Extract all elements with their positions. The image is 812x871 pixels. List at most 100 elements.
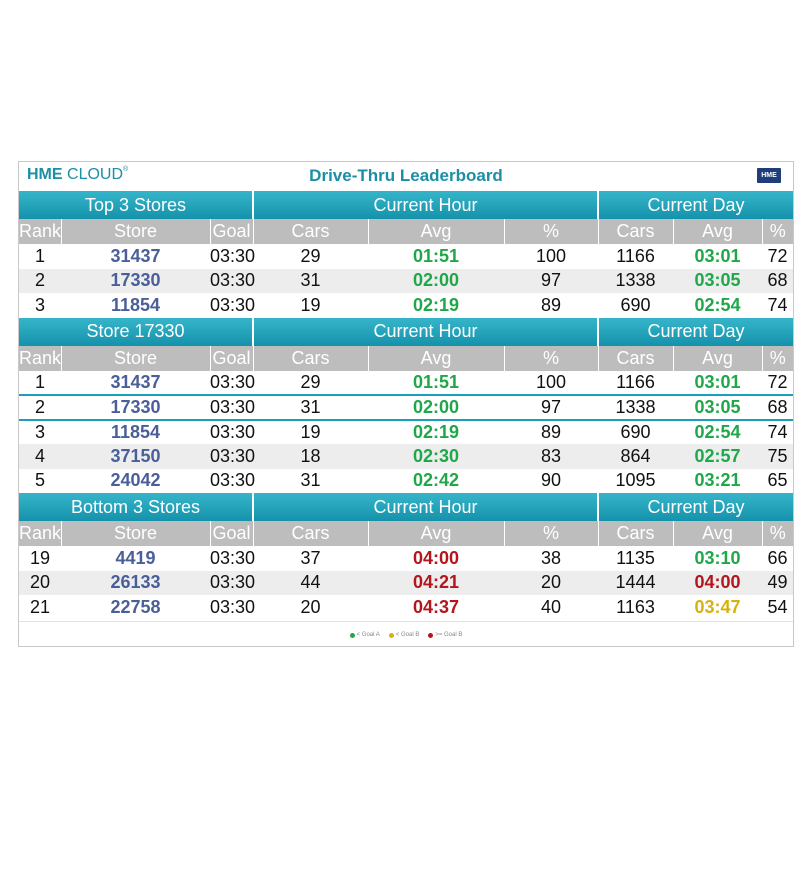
- rank-cell: 3: [34, 421, 45, 442]
- hme-cloud-logo: HME CLOUD®: [27, 166, 129, 183]
- day-cars-cell: 1338: [598, 268, 674, 293]
- current-hour-heading: Current Hour: [252, 191, 599, 219]
- legend-label: < Goal B: [395, 632, 420, 638]
- section-header-row: Bottom 3 Stores Current Hour Current Day: [19, 493, 794, 521]
- day-cars-cell: 864: [598, 444, 674, 469]
- day-avg-cell: 02:54: [694, 294, 741, 315]
- day-avg-cell: 03:10: [694, 547, 741, 568]
- hour-avg-cell: 02:19: [412, 421, 460, 442]
- hour-avg-cell: 02:42: [412, 470, 460, 491]
- goal-cell: 03:30: [210, 268, 255, 293]
- day-cars-cell: 1166: [616, 371, 655, 392]
- column-header-row: Rank Store Goal Cars Avg% Cars Avg%: [19, 345, 794, 371]
- day-pct-cell: 72: [767, 245, 788, 266]
- store-cell: 22758: [110, 596, 161, 617]
- rank-cell: 5: [34, 470, 45, 491]
- column-header: Rank: [19, 521, 61, 546]
- hour-avg-cell: 02:00: [368, 268, 505, 293]
- column-header: Cars: [252, 219, 369, 244]
- hour-avg-cell: 02:30: [368, 444, 505, 469]
- hour-pct-cell: 20: [504, 570, 599, 595]
- day-cars-cell: 690: [620, 294, 651, 315]
- day-pct-cell: 54: [767, 596, 788, 617]
- goal-cell: 03:30: [210, 470, 256, 491]
- column-header: Cars: [252, 521, 369, 546]
- hour-cars-cell: 20: [300, 596, 321, 617]
- rank-cell: 1: [34, 371, 45, 392]
- hour-cars-cell: 37: [300, 547, 321, 568]
- column-header: Rank: [19, 219, 61, 244]
- hour-cars-cell: 31: [253, 394, 369, 421]
- rank-cell: 2: [19, 268, 61, 293]
- store-cell: 26133: [61, 570, 210, 595]
- hour-pct-cell: 97: [504, 394, 599, 421]
- hour-cars-cell: 19: [300, 421, 321, 442]
- table-row: 2 17330 03:30 31 02:00 97 1338 03:05 68: [19, 268, 794, 293]
- current-day-heading: Current Day: [597, 317, 794, 346]
- rank-cell: 20: [19, 570, 61, 595]
- table-row: 21 22758 03:30 20 04:37 40 1163 03:47 54: [19, 595, 793, 620]
- hour-cars-cell: 29: [300, 245, 321, 266]
- column-header: Cars: [597, 521, 674, 546]
- hour-pct-cell: 100: [536, 371, 567, 392]
- rank-cell: 21: [29, 596, 51, 617]
- day-cars-cell: 690: [620, 421, 651, 442]
- day-pct-cell: 74: [767, 421, 788, 442]
- page-title: Drive-Thru Leaderboard: [309, 166, 503, 185]
- day-cars-cell: 1095: [615, 470, 656, 491]
- day-pct-cell: 74: [767, 294, 788, 315]
- legend-label: < Goal A: [356, 632, 380, 638]
- column-header: Cars: [597, 345, 674, 371]
- day-avg-cell: 03:01: [694, 371, 741, 392]
- column-header: Goal: [209, 345, 254, 371]
- hour-cars-cell: 44: [253, 570, 369, 595]
- store-cell: 31437: [110, 371, 161, 392]
- color-legend: < Goal A < Goal B >= Goal B: [19, 632, 793, 638]
- current-day-heading: Current Day: [597, 493, 794, 521]
- goal-cell: 03:30: [210, 245, 256, 266]
- rank-cell: 3: [34, 294, 45, 315]
- column-header-row: Rank Store Goal Cars Avg% Cars Avg%: [19, 521, 794, 546]
- day-cars-cell: 1166: [616, 245, 655, 266]
- column-header: Store: [60, 219, 210, 244]
- hour-cars-cell: 31: [253, 268, 369, 293]
- goal-cell: 03:30: [210, 570, 255, 595]
- legend-label: >= Goal B: [435, 632, 463, 638]
- goal-cell: 03:30: [210, 596, 256, 617]
- hour-pct-cell: 90: [541, 470, 562, 491]
- hour-cars-cell: 31: [300, 470, 321, 491]
- rank-cell: 1: [34, 245, 45, 266]
- day-avg-cell: 04:00: [673, 570, 763, 595]
- rank-cell: 2: [19, 394, 61, 421]
- column-header: %: [761, 219, 794, 244]
- hour-avg-cell: 04:21: [368, 570, 505, 595]
- day-cars-cell: 1135: [616, 547, 655, 568]
- store-cell: 17330: [61, 394, 210, 421]
- status-dot-icon: [349, 632, 355, 638]
- goal-cell: 03:30: [210, 294, 256, 315]
- day-pct-cell: 72: [767, 371, 788, 392]
- current-day-heading: Current Day: [597, 191, 794, 219]
- column-header: Avg: [672, 345, 763, 371]
- day-avg-cell: 03:47: [694, 596, 741, 617]
- day-pct-cell: 66: [767, 547, 788, 568]
- table-row: 5 24042 03:30 31 02:42 90 1095 03:21 65: [19, 469, 793, 494]
- store-cell: 11854: [110, 421, 161, 442]
- table-row: 4 37150 03:30 18 02:30 83 864 02:57 75: [19, 444, 794, 469]
- column-header: Avg: [672, 521, 763, 546]
- legend-item: < Goal B: [388, 632, 420, 638]
- column-header: Rank: [19, 345, 61, 371]
- hour-pct-cell: 89: [541, 294, 562, 315]
- column-header: Goal: [209, 521, 254, 546]
- day-pct-cell: 75: [762, 444, 794, 469]
- rank-cell: 4: [19, 444, 61, 469]
- column-header-row: Rank Store Goal Cars Avg% Cars Avg%: [19, 219, 794, 244]
- day-avg-cell: 03:21: [694, 470, 741, 491]
- store-cell: 11854: [110, 294, 161, 315]
- day-avg-cell: 03:05: [673, 394, 763, 421]
- section-header-row: Top 3 Stores Current Hour Current Day: [19, 191, 794, 219]
- table-row: 3 11854 03:30 19 02:19 89 690 02:54 74: [19, 420, 793, 445]
- day-pct-cell: 49: [762, 570, 794, 595]
- hour-avg-cell: 01:51: [412, 371, 460, 392]
- column-header: %: [503, 219, 599, 244]
